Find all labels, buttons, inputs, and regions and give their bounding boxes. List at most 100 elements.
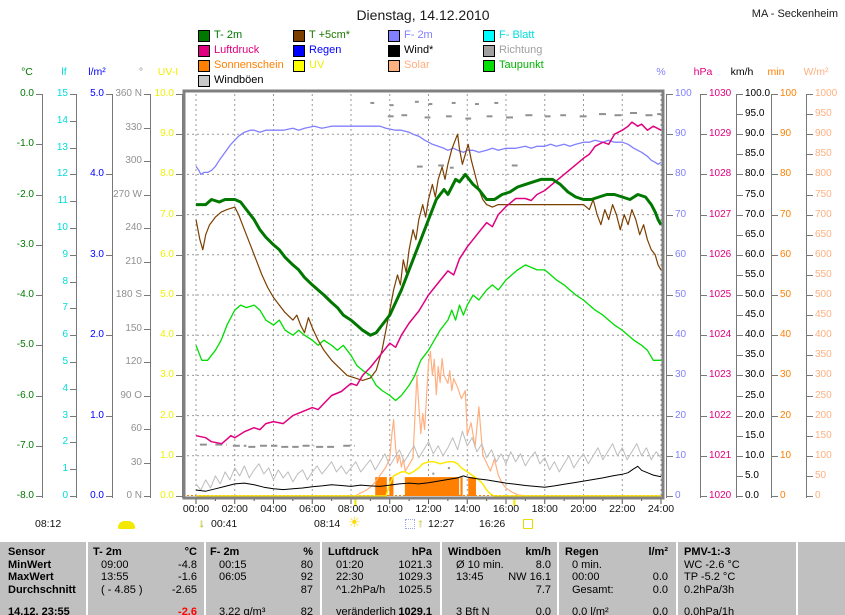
axis-tick (701, 214, 707, 216)
axis-tick-label: 100 (780, 88, 797, 99)
axis-tick-label: 120 (125, 356, 142, 367)
axis-tick (36, 144, 42, 146)
legend-label: F- 2m (404, 29, 433, 41)
axis-tick (772, 94, 778, 95)
axis-tick-label: 25.0 (745, 389, 765, 401)
axis-unit-W/m²: W/m² (803, 66, 829, 78)
axis-tick (807, 375, 813, 377)
legend-swatch-Taupunkt (483, 60, 495, 72)
axis-tick-label: 80 (780, 168, 792, 180)
series-Taupunkt (195, 264, 661, 402)
axis-tick (737, 174, 743, 176)
axis-unit-°C: °C (21, 66, 33, 78)
axis-tick-label: -3.0 (16, 238, 34, 250)
axis-tick-label: 3 (62, 409, 68, 421)
legend-label: Taupunkt (499, 59, 544, 71)
axis-tick-label: 60 (780, 248, 792, 260)
axis-tick (667, 174, 673, 176)
axis-tick (737, 194, 743, 196)
axis-tick (667, 134, 673, 136)
axis-tick-label: 10.0 (154, 88, 174, 99)
axis-tick (807, 234, 813, 236)
table-cell-time: 00:00 (572, 571, 600, 583)
time-label: 20:00 (570, 503, 597, 515)
axis-tick-label: 1028 (709, 168, 732, 180)
axis-tick (36, 244, 42, 246)
axis-tick-label: 65.0 (745, 228, 765, 240)
table-cell-value: 87 (300, 583, 313, 596)
axes-layer: °C 0.0 -1.0 -2.0 -3.0 -4.0 -5.0 -6.0 -7.0 -8.0 lf 1… (16, 66, 837, 501)
axis-tick-label: 60.0 (745, 248, 765, 260)
axis-tick (772, 174, 778, 176)
axis-tick-label: -2.0 (16, 188, 34, 200)
axis-tick (667, 455, 673, 457)
axis-tick (176, 455, 182, 457)
legend-label: F- Blatt (499, 29, 535, 41)
table-cell-time: 00:15 (219, 558, 247, 571)
table-col-header: T- 2m (93, 546, 122, 558)
axis-tick-label: -5.0 (16, 339, 34, 351)
axis-tick-label: 1030 (709, 88, 732, 99)
axis-tick-label: -1.0 (16, 138, 34, 150)
axis-unit-hPa: hPa (693, 66, 713, 78)
table-cell-time: 3.22 g/m³ (219, 606, 266, 615)
table-cell-value: 1029.3 (398, 571, 432, 583)
axis-tick (737, 355, 743, 357)
table-cell-value: 8.0 (535, 558, 551, 571)
axis-tick (701, 295, 707, 296)
axis-tick-label: 180 S (115, 289, 142, 300)
axis-tick (807, 254, 813, 256)
legend-swatch-UV (293, 60, 305, 72)
axis-tick (70, 174, 76, 176)
moon-phase-icon (405, 519, 415, 529)
axis-tick-label: 5.0 (745, 469, 759, 481)
axis-tick-label: 150 (815, 429, 832, 441)
table-col-unit: l/m² (648, 546, 668, 558)
axis-tick-label: 95.0 (745, 108, 765, 120)
axis-tick (106, 496, 112, 497)
table-cell-value: 0.0 (652, 571, 668, 583)
axis-tick-label: 5 (62, 356, 68, 367)
table-cell-time: 0.2hPa/3h (684, 583, 735, 596)
axis-tick (737, 274, 743, 276)
axis-tick (176, 335, 182, 337)
axis-tick (701, 335, 707, 337)
axis-tick (807, 415, 813, 417)
axis-tick (667, 415, 673, 417)
moon-icon (118, 521, 135, 529)
axis-tick (70, 308, 76, 310)
table-row-label: Durchschnitt (8, 583, 76, 596)
axis-tick-label: 90.0 (745, 128, 765, 140)
axis-tick (737, 295, 743, 296)
table-cell-time: 3 Bft N (456, 606, 490, 615)
axis-tick-label: 700 (815, 208, 832, 220)
axis-tick-label: 400 (815, 329, 832, 341)
legend-swatch-Wind* (388, 45, 400, 57)
axis-tick-label: 80.0 (745, 168, 765, 180)
axis-tick (807, 355, 813, 357)
axis-tick-label: 650 (815, 228, 832, 240)
axis-tick (737, 496, 743, 497)
station-name: MA - Seckenheim (751, 8, 838, 20)
table-col-unit: km/h (525, 546, 551, 558)
axis-tick (176, 496, 182, 497)
axis-tick-label: 1.0 (90, 409, 104, 421)
table-cell-time: Gesamt: (572, 583, 614, 596)
axis-tick (701, 254, 707, 256)
table-cell-time: 0.0hPa/1h (684, 606, 735, 615)
axis-tick (70, 469, 76, 471)
axis-tick-label: 1027 (709, 208, 732, 220)
axis-tick (807, 475, 813, 477)
axis-tick (36, 194, 42, 196)
table-cell-time: TP -5.2 °C (684, 571, 736, 583)
series-Luftdruck (195, 121, 662, 445)
sun-moon-markers: 08:12 00:41 ↓ 08:14 ☀ 12:27 ↑ 16:26 (35, 515, 533, 530)
legend-label: Luftdruck (214, 44, 260, 56)
axis-tick (176, 94, 182, 95)
axis-tick (144, 94, 150, 95)
axis-tick-label: 600 (815, 248, 832, 260)
legend-swatch-Richtung (483, 45, 495, 57)
axis-tick (772, 455, 778, 457)
axis-tick-label: 10 (780, 449, 792, 461)
time-label: 10:00 (376, 503, 403, 515)
